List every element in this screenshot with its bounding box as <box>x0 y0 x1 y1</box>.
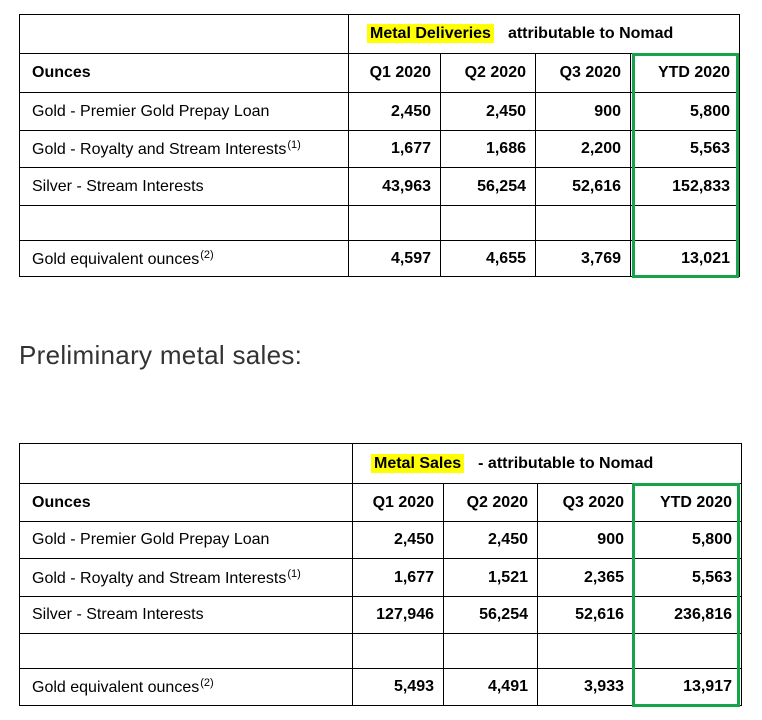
footnote-marker: (2) <box>200 248 214 261</box>
value-cell: 5,563 <box>630 130 740 168</box>
value-cell: 5,800 <box>630 92 740 131</box>
value-cell: 1,521 <box>443 558 538 597</box>
footnote-marker: (1) <box>287 567 301 580</box>
column-header: Q1 2020 <box>348 53 441 93</box>
table-row: Silver - Stream Interests 127,946 56,254 52… <box>19 596 742 634</box>
value-cell: 5,493 <box>352 668 444 706</box>
heading-rest: - attributable to Nomad <box>478 454 654 472</box>
table-body: Metal Sales - attributable to Nomad Ounces… <box>19 443 742 706</box>
value-cell: 1,677 <box>348 130 441 168</box>
value-cell: 52,616 <box>537 596 634 634</box>
row-label: Gold equivalent ounces(2) <box>19 240 349 277</box>
empty-cell <box>537 633 634 669</box>
row-label-text: Gold - Premier Gold Prepay Loan <box>32 102 270 120</box>
value-cell: 3,769 <box>535 240 631 277</box>
heading-cell: Metal Sales - attributable to Nomad <box>352 443 742 484</box>
column-header: Q3 2020 <box>537 483 634 522</box>
value-cell: 56,254 <box>443 596 538 634</box>
table-row: Silver - Stream Interests 43,963 56,254 52,… <box>19 167 740 206</box>
heading-rest: attributable to Nomad <box>507 25 674 42</box>
value-cell: 4,491 <box>443 668 538 706</box>
column-header: Q3 2020 <box>535 53 631 93</box>
row-label-text: Silver - Stream Interests <box>32 606 204 623</box>
value-cell: 4,655 <box>440 240 536 277</box>
row-label-text: Gold equivalent ounces <box>32 250 200 268</box>
value-cell: 2,365 <box>537 558 634 597</box>
empty-cell <box>348 205 441 241</box>
empty-cell <box>443 633 538 669</box>
row-label: Gold - Royalty and Stream Interests(1) <box>19 130 349 168</box>
row-label: Gold equivalent ounces(2) <box>19 668 353 706</box>
data-table: Metal Deliveries attributable to Nomad Oun… <box>19 14 740 277</box>
value-cell: 900 <box>535 92 631 131</box>
ytd-highlight-box <box>632 483 740 707</box>
row-label: Gold - Premier Gold Prepay Loan <box>19 521 353 559</box>
empty-cell <box>19 633 353 669</box>
empty-cell <box>19 205 349 241</box>
data-table: Metal Sales - attributable to Nomad Ounces… <box>19 443 742 706</box>
row-label-text: Gold - Royalty and Stream Interests <box>32 141 287 158</box>
heading-highlight: Metal Deliveries <box>367 24 494 43</box>
value-cell: 13,021 <box>630 240 740 277</box>
row-label: Gold - Royalty and Stream Interests(1) <box>19 558 353 597</box>
empty-cell <box>19 443 353 484</box>
column-header: Ounces <box>19 483 353 522</box>
value-cell: 52,616 <box>535 167 631 206</box>
empty-cell <box>352 633 444 669</box>
footnote-marker: (1) <box>287 139 301 151</box>
empty-cell <box>440 205 536 241</box>
column-header: Q1 2020 <box>352 483 444 522</box>
heading-highlight: Metal Sales <box>371 453 465 473</box>
row-label: Silver - Stream Interests <box>19 596 353 634</box>
column-header: Q2 2020 <box>443 483 538 522</box>
column-header: Ounces <box>19 53 349 93</box>
table-row: Metal Deliveries attributable to Nomad <box>19 14 740 54</box>
row-label-text: Gold equivalent ounces <box>32 679 200 696</box>
value-cell: 4,597 <box>348 240 441 277</box>
footnote-marker: (2) <box>200 677 214 689</box>
value-cell: 43,963 <box>348 167 441 206</box>
table-row: Metal Sales - attributable to Nomad <box>19 443 742 484</box>
table-body: Metal Deliveries attributable to Nomad Oun… <box>19 14 740 277</box>
value-cell: 2,450 <box>440 92 536 131</box>
table-row: Gold equivalent ounces(2) 5,493 4,491 3,933… <box>19 668 742 706</box>
table-row <box>19 205 740 241</box>
table-row: Gold - Royalty and Stream Interests(1) 1,… <box>19 558 742 597</box>
value-cell: 2,450 <box>348 92 441 131</box>
value-cell: 3,933 <box>537 668 634 706</box>
value-cell: 2,450 <box>352 521 444 559</box>
value-cell: 1,686 <box>440 130 536 168</box>
row-label-text: Gold - Premier Gold Prepay Loan <box>32 531 270 548</box>
table-row: Ounces Q1 2020 Q2 2020 Q3 2020 YTD 2020 <box>19 483 742 522</box>
table-row: Gold equivalent ounces(2) 4,597 4,655 3,769… <box>19 240 740 277</box>
value-cell: 127,946 <box>352 596 444 634</box>
value-cell: 900 <box>537 521 634 559</box>
column-header: Q2 2020 <box>440 53 536 93</box>
section-title: Preliminary metal sales: <box>19 340 303 370</box>
empty-cell <box>19 14 349 54</box>
value-cell: 2,450 <box>443 521 538 559</box>
value-cell: 2,200 <box>535 130 631 168</box>
value-cell: 1,677 <box>352 558 444 597</box>
row-label: Silver - Stream Interests <box>19 167 349 206</box>
value-cell: 56,254 <box>440 167 536 206</box>
row-label: Gold - Premier Gold Prepay Loan <box>19 92 349 131</box>
row-label-text: Silver - Stream Interests <box>32 177 204 195</box>
empty-cell <box>535 205 631 241</box>
row-label-text: Gold - Royalty and Stream Interests <box>32 569 287 587</box>
value-cell: 152,833 <box>630 167 740 206</box>
heading-cell: Metal Deliveries attributable to Nomad <box>348 14 740 54</box>
table-row <box>19 633 742 669</box>
table-row: Gold - Premier Gold Prepay Loan 2,450 2,45… <box>19 92 740 131</box>
empty-cell <box>630 205 740 241</box>
ytd-highlight-box <box>632 53 739 278</box>
